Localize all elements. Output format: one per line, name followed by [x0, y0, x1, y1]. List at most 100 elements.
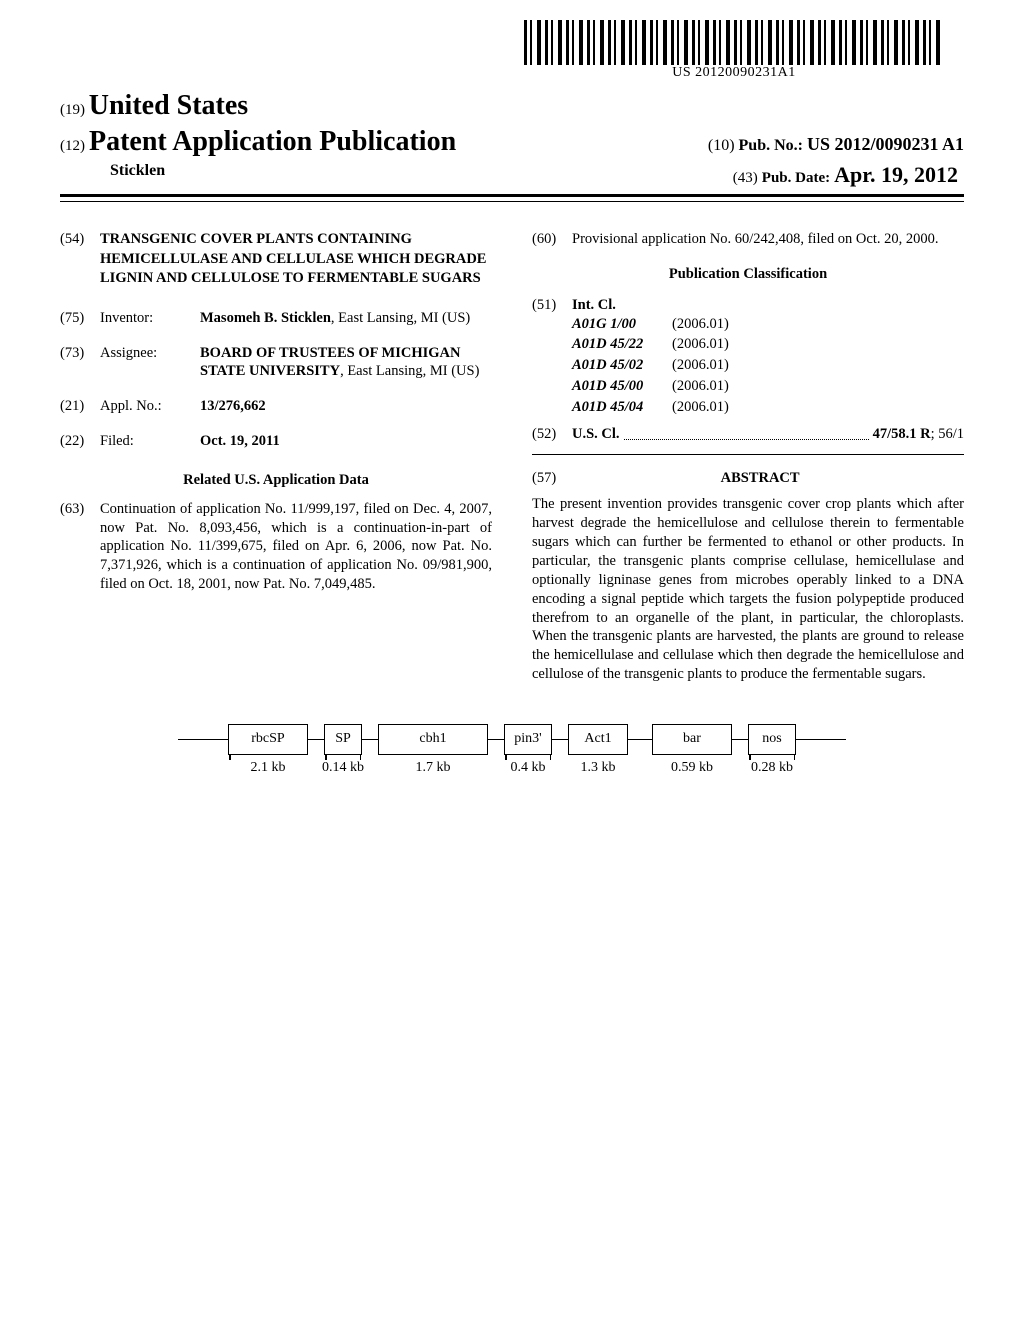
related-text: Continuation of application No. 11/999,1…: [100, 500, 492, 594]
header-section: (19) United States (12) Patent Applicati…: [60, 90, 964, 210]
author-date-line: Sticklen (43) Pub. Date: Apr. 19, 2012: [60, 162, 964, 188]
box-label: pin3': [514, 731, 541, 746]
box-size: 1.3 kb: [581, 760, 616, 777]
barcode-region: US 20120090231A1: [524, 20, 944, 81]
int-cl-code: A01G 1/00: [532, 315, 672, 334]
us-cl-num: (52): [532, 425, 572, 444]
assignee-num: (73): [60, 344, 100, 382]
int-cl-item: A01D 45/22 (2006.01): [532, 335, 964, 354]
tick: [550, 754, 552, 760]
barcode: [524, 20, 944, 65]
abstract-header: ABSTRACT: [721, 470, 800, 486]
left-column: (54) TRANSGENIC COVER PLANTS CONTAINING …: [60, 230, 492, 684]
diagram-line: [362, 739, 378, 741]
inventor-name: Masomeh B. Sticklen: [200, 310, 331, 326]
barcode-label: US 20120090231A1: [524, 65, 944, 81]
appl-row: (21) Appl. No.: 13/276,662: [60, 397, 492, 416]
inventor-num: (75): [60, 309, 100, 328]
filed-num: (22): [60, 432, 100, 451]
diagram-line: [308, 739, 324, 741]
columns: (54) TRANSGENIC COVER PLANTS CONTAINING …: [60, 230, 964, 684]
assignee-loc: , East Lansing, MI (US): [340, 363, 479, 379]
country-prefix: (19): [60, 102, 85, 118]
pub-date-prefix: (43): [733, 170, 758, 186]
int-cl-item: A01D 45/04 (2006.01): [532, 398, 964, 417]
filed-row: (22) Filed: Oct. 19, 2011: [60, 432, 492, 451]
box-label: nos: [762, 731, 781, 746]
tick: [505, 754, 507, 760]
rule-thick: [60, 194, 964, 197]
related-num: (63): [60, 500, 100, 594]
us-cl-dots: [624, 425, 869, 440]
assignee-row: (73) Assignee: BOARD OF TRUSTEES OF MICH…: [60, 344, 492, 382]
appl-label: Appl. No.:: [100, 397, 200, 416]
box-size: 1.7 kb: [416, 760, 451, 777]
int-cl-item: A01D 45/00 (2006.01): [532, 377, 964, 396]
pub-date: Apr. 19, 2012: [834, 162, 964, 187]
filed-label: Filed:: [100, 432, 200, 451]
country-name: United States: [89, 90, 248, 121]
diagram-line: [552, 739, 568, 741]
assignee-value: BOARD OF TRUSTEES OF MICHIGAN STATE UNIV…: [200, 344, 492, 382]
pub-date-label: Pub. Date:: [762, 170, 830, 186]
box-size: 0.4 kb: [511, 760, 546, 777]
box-size: 0.14 kb: [322, 760, 364, 777]
int-cl-version: (2006.01): [672, 356, 964, 375]
us-cl-bold: 47/58.1 R: [873, 426, 931, 442]
abstract-num: (57): [532, 469, 556, 488]
us-cl-label: U.S. Cl.: [572, 425, 620, 444]
inventor-value: Masomeh B. Sticklen, East Lansing, MI (U…: [200, 309, 492, 328]
box-size: 2.1 kb: [251, 760, 286, 777]
provisional-text: Provisional application No. 60/242,408, …: [572, 230, 964, 249]
inventor-loc: , East Lansing, MI (US): [331, 310, 470, 326]
inventor-row: (75) Inventor: Masomeh B. Sticklen, East…: [60, 309, 492, 328]
int-cl-code: A01D 45/02: [532, 356, 672, 375]
us-cl-rest: ; 56/1: [931, 426, 964, 442]
right-column: (60) Provisional application No. 60/242,…: [532, 230, 964, 684]
country-line: (19) United States: [60, 90, 964, 122]
int-cl-code: A01D 45/00: [532, 377, 672, 396]
assignee-label: Assignee:: [100, 344, 200, 382]
diagram-box-nos: nos 0.28 kb: [748, 724, 796, 755]
int-cl-item: A01G 1/00 (2006.01): [532, 315, 964, 334]
int-cl-version: (2006.01): [672, 398, 964, 417]
diagram-line: [628, 739, 652, 741]
box-label: rbcSP: [251, 731, 284, 746]
us-cl-row: (52) U.S. Cl. 47/58.1 R; 56/1: [532, 425, 964, 444]
box-size: 0.59 kb: [671, 760, 713, 777]
pub-no-label: Pub. No.:: [739, 137, 803, 154]
appl-value: 13/276,662: [200, 397, 492, 416]
author-name: Sticklen: [60, 162, 165, 188]
diagram-line: [178, 739, 228, 741]
pub-type: Patent Application Publication: [89, 126, 456, 157]
title-num: (54): [60, 230, 100, 289]
diagram-box-cbh1: cbh1 1.7 kb: [378, 724, 488, 755]
tick: [794, 754, 796, 760]
pub-no-prefix: (10): [708, 137, 735, 154]
appl-num: (21): [60, 397, 100, 416]
provisional-num: (60): [532, 230, 572, 249]
title-block: (54) TRANSGENIC COVER PLANTS CONTAINING …: [60, 230, 492, 289]
abstract-text: The present invention provides transgeni…: [532, 495, 964, 683]
diagram-box-bar: bar 0.59 kb: [652, 724, 732, 755]
int-cl-version: (2006.01): [672, 335, 964, 354]
filed-value: Oct. 19, 2011: [200, 432, 492, 451]
gene-diagram: rbcSP 2.1 kb SP 0.14 kb cbh1 1.7 kb pin3…: [178, 724, 846, 755]
divider-line: [532, 454, 964, 455]
diagram-box-rbcsp: rbcSP 2.1 kb: [228, 724, 308, 755]
int-cl-block: (51) Int. Cl.: [532, 296, 964, 315]
int-cl-version: (2006.01): [672, 377, 964, 396]
title-text: TRANSGENIC COVER PLANTS CONTAINING HEMIC…: [100, 230, 492, 289]
provisional-row: (60) Provisional application No. 60/242,…: [532, 230, 964, 249]
int-cl-item: A01D 45/02 (2006.01): [532, 356, 964, 375]
diagram-box-pin3: pin3' 0.4 kb: [504, 724, 552, 755]
diagram-line: [488, 739, 504, 741]
pub-right: (10) Pub. No.: US 2012/0090231 A1: [708, 134, 964, 155]
rule-thin: [60, 201, 964, 202]
pub-no: US 2012/0090231 A1: [807, 134, 964, 154]
class-header: Publication Classification: [532, 265, 964, 284]
int-cl-num: (51): [532, 296, 572, 315]
inventor-label: Inventor:: [100, 309, 200, 328]
box-label: Act1: [584, 731, 611, 746]
int-cl-label: Int. Cl.: [572, 296, 616, 315]
